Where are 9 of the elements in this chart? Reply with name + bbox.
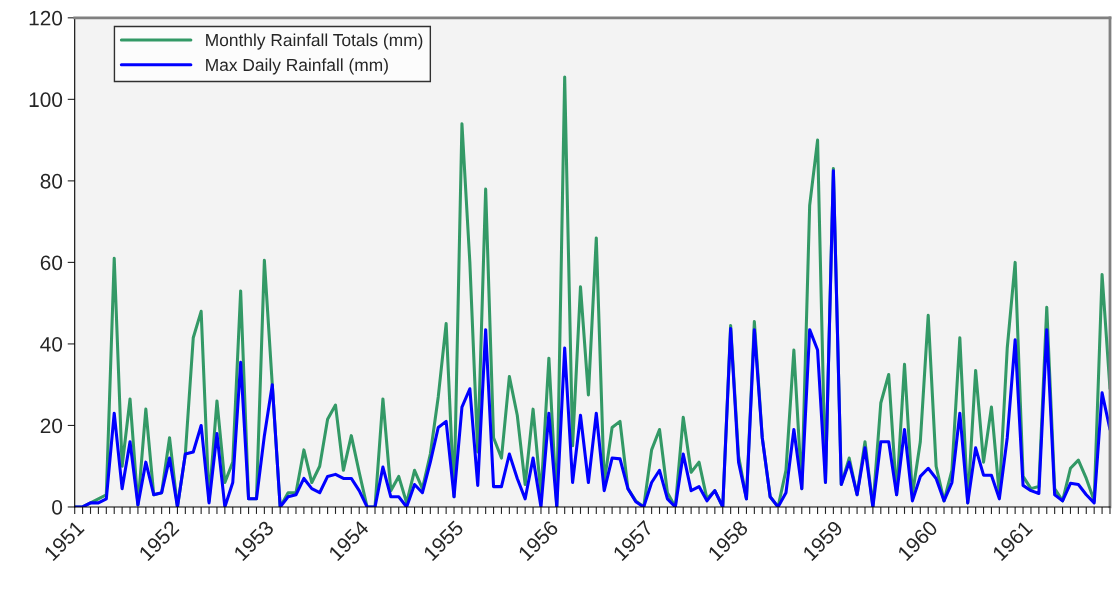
legend-label: Monthly Rainfall Totals (mm)	[206, 33, 423, 50]
y-tick-label: 80	[40, 173, 63, 189]
y-tick-label: 20	[40, 418, 63, 434]
y-tick-label: 100	[29, 92, 63, 108]
y-tick-label: 40	[40, 336, 63, 352]
y-tick-label: 60	[40, 255, 63, 271]
y-tick-label: 0	[52, 499, 63, 515]
y-tick-label: 120	[29, 10, 63, 26]
legend-label: Max Daily Rainfall (mm)	[206, 58, 388, 75]
